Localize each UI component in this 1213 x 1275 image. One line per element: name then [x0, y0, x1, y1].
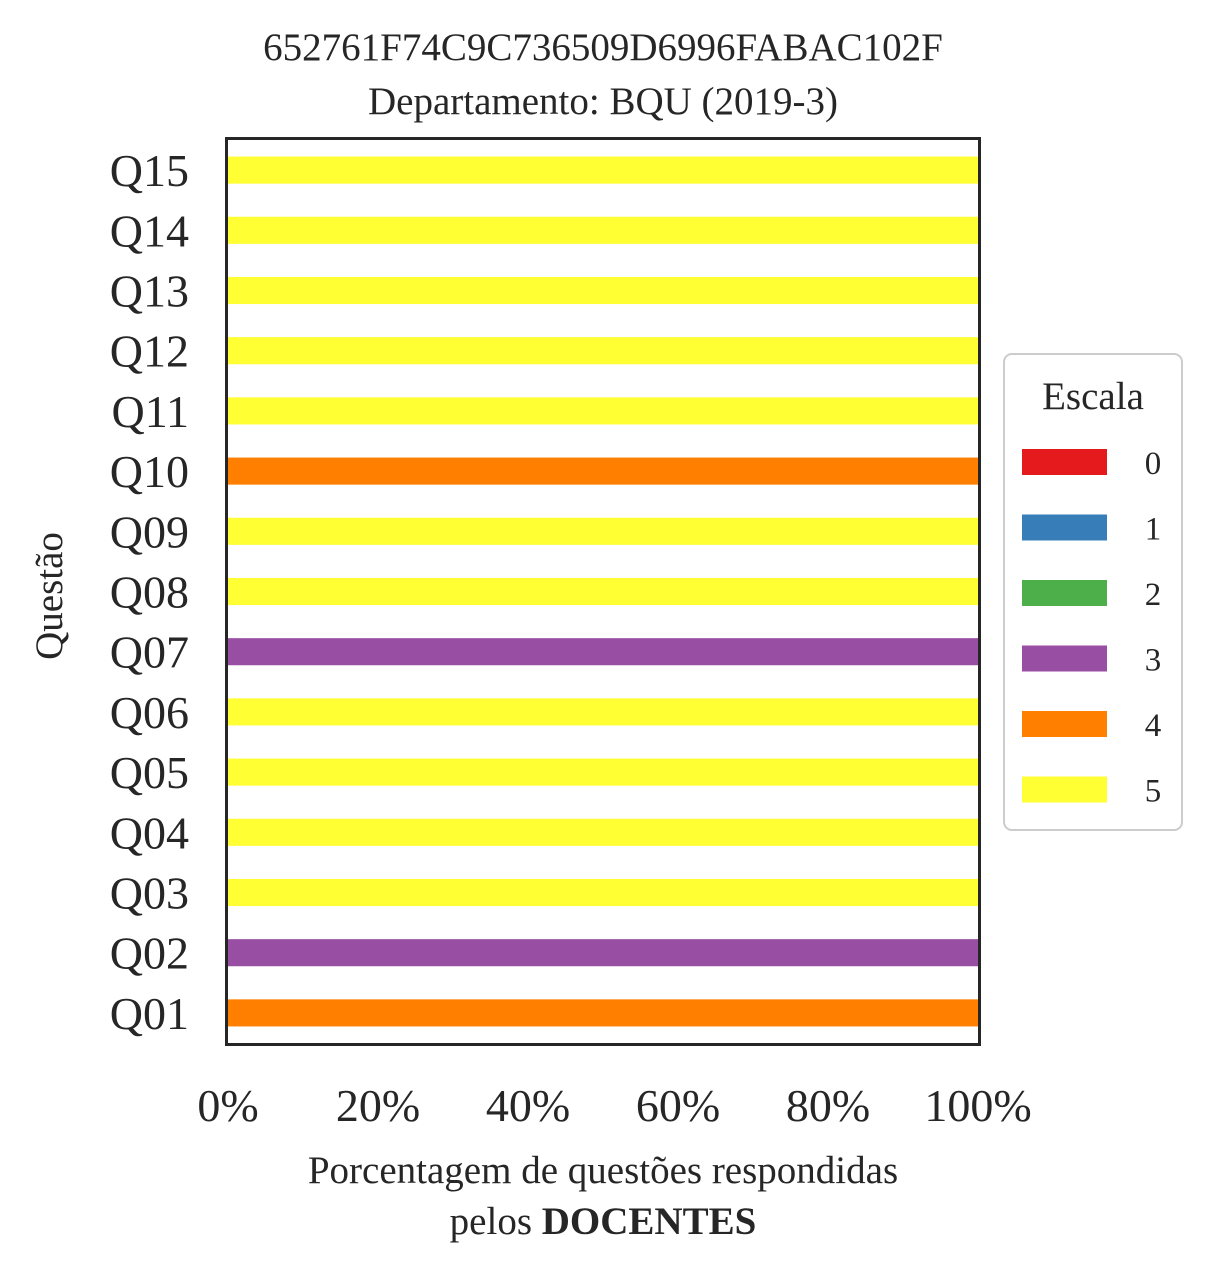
- bar-q09-escala-5: [228, 517, 978, 545]
- legend-items: 0 1 2 3 4 5: [1022, 446, 1161, 810]
- bar-q07-escala-3: [228, 638, 978, 666]
- bar-q12-escala-5: [228, 337, 978, 365]
- bar-q05-escala-5: [228, 758, 978, 786]
- x-axis-label-bold: DOCENTES: [542, 1200, 757, 1243]
- y-tick-label-q15: Q15: [110, 145, 189, 196]
- x-axis-label-line-2: pelos DOCENTES: [450, 1200, 757, 1243]
- bar-q10-escala-4: [228, 457, 978, 485]
- y-tick-label-q08: Q08: [110, 567, 189, 618]
- y-tick-label-q06: Q06: [110, 687, 189, 738]
- bars-group: [228, 156, 978, 1027]
- x-tick-labels: 0% 20% 40% 60% 80% 100%: [197, 1080, 1031, 1131]
- y-tick-label-q14: Q14: [110, 205, 189, 256]
- y-tick-label-q11: Q11: [111, 386, 189, 437]
- y-tick-label-q04: Q04: [110, 807, 189, 858]
- legend-swatch-4: [1022, 711, 1107, 737]
- legend-label-3: 3: [1145, 643, 1162, 679]
- legend-label-2: 2: [1145, 577, 1162, 613]
- y-axis-label: Questão: [28, 532, 71, 660]
- plot-frame: [225, 137, 981, 1046]
- y-tick-label-q09: Q09: [110, 506, 189, 557]
- bar-q14-escala-5: [228, 216, 978, 244]
- y-tick-label-q07: Q07: [110, 627, 189, 678]
- legend-label-5: 5: [1145, 774, 1162, 810]
- legend-label-1: 1: [1145, 512, 1162, 548]
- legend: Escala 0 1 2 3 4 5: [1003, 353, 1183, 831]
- y-tick-label-q05: Q05: [110, 747, 189, 798]
- bar-q01-escala-4: [228, 999, 978, 1027]
- bar-q15-escala-5: [228, 156, 978, 184]
- y-tick-label-q02: Q02: [110, 928, 189, 979]
- legend-swatch-0: [1022, 449, 1107, 475]
- legend-swatch-1: [1022, 514, 1107, 541]
- x-tick-label-100: 100%: [924, 1080, 1031, 1131]
- y-tick-label-q01: Q01: [110, 988, 189, 1039]
- legend-swatch-3: [1022, 645, 1107, 672]
- bar-q13-escala-5: [228, 276, 978, 305]
- x-axis-label-line-1: Porcentagem de questões respondidas: [308, 1149, 898, 1192]
- y-tick-label-q10: Q10: [110, 446, 189, 497]
- legend-title: Escala: [1042, 375, 1144, 418]
- legend-label-4: 4: [1145, 708, 1162, 744]
- bar-q08-escala-5: [228, 577, 978, 606]
- x-tick-label-40: 40%: [486, 1080, 570, 1131]
- x-tick-label-60: 60%: [636, 1080, 720, 1131]
- legend-swatch-5: [1022, 776, 1107, 803]
- y-tick-label-q03: Q03: [110, 868, 189, 919]
- bar-q04-escala-5: [228, 818, 978, 846]
- chart-title-line-1: 652761F74C9C736509D6996FABAC102F: [263, 26, 943, 69]
- x-tick-label-20: 20%: [336, 1080, 420, 1131]
- bar-q06-escala-5: [228, 698, 978, 726]
- bar-q02-escala-3: [228, 939, 978, 967]
- x-tick-label-0: 0%: [197, 1080, 258, 1131]
- x-tick-label-80: 80%: [786, 1080, 870, 1131]
- legend-label-0: 0: [1145, 446, 1162, 482]
- legend-swatch-2: [1022, 580, 1107, 606]
- bar-q11-escala-5: [228, 397, 978, 425]
- x-axis-label-prefix: pelos: [450, 1200, 542, 1243]
- y-tick-label-q12: Q12: [110, 326, 189, 377]
- chart-title-line-2: Departamento: BQU (2019-3): [368, 80, 838, 123]
- y-tick-label-q13: Q13: [110, 266, 189, 317]
- y-tick-labels: Q01 Q02 Q03 Q04 Q05 Q06 Q07 Q08 Q09 Q10 Q11 Q12 Q13 Q…: [110, 145, 189, 1039]
- bar-q03-escala-5: [228, 878, 978, 907]
